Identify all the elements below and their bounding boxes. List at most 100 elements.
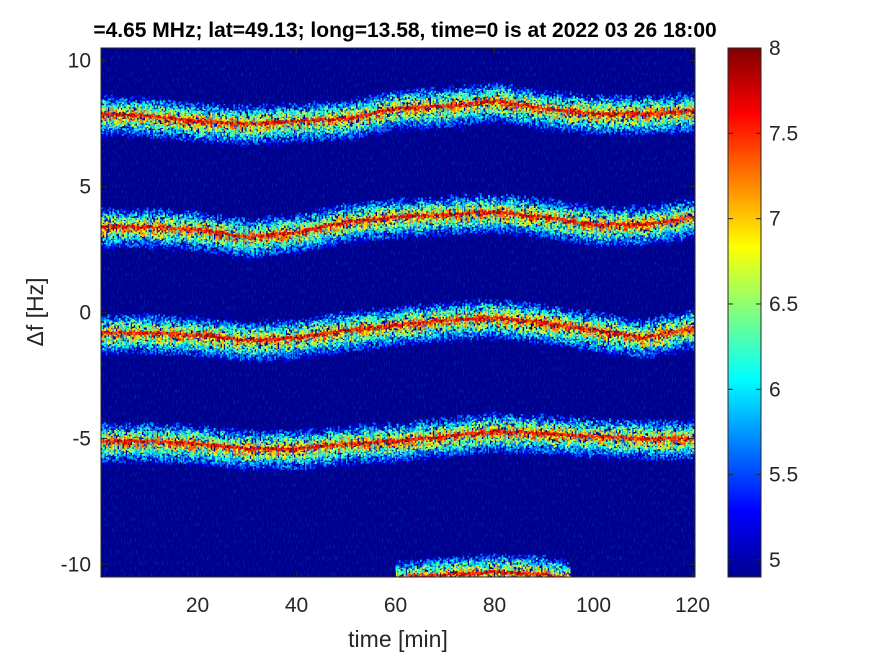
heat-cell — [158, 108, 160, 110]
heat-cell — [165, 139, 167, 141]
heat-cell — [184, 128, 186, 130]
heat-cell — [150, 107, 152, 109]
heat-cell — [181, 114, 183, 116]
heat-cell — [137, 134, 139, 136]
heat-cell — [171, 130, 173, 132]
heat-cell — [121, 104, 123, 106]
heat-cell — [201, 125, 203, 127]
heat-cell — [204, 110, 206, 112]
heat-cell — [104, 102, 106, 104]
heat-cell — [202, 137, 204, 139]
heat-cell — [109, 107, 110, 126]
heat-cell — [135, 121, 137, 123]
heat-cell — [168, 139, 170, 141]
heat-cell — [121, 122, 123, 124]
heat-cell — [160, 100, 162, 102]
heat-cell — [116, 96, 118, 98]
heat-cell — [132, 137, 134, 139]
heat-cell — [199, 110, 201, 112]
heat-cell — [140, 134, 142, 136]
heat-cell — [199, 140, 201, 142]
heat-cell — [188, 105, 190, 107]
heat-cell — [117, 104, 118, 132]
heat-cell — [137, 113, 139, 116]
heat-cell — [148, 103, 150, 105]
heat-cell — [147, 106, 149, 108]
heat-cell — [189, 117, 191, 119]
heat-cell — [183, 128, 185, 130]
heat-cell — [111, 134, 113, 136]
heat-cell — [170, 133, 172, 135]
heat-cell — [140, 109, 142, 111]
heat-cell — [186, 122, 188, 124]
heatmap-layer — [101, 48, 695, 604]
heat-cell — [148, 132, 150, 134]
heat-cell — [160, 129, 162, 131]
heat-cell — [116, 107, 118, 109]
heat-cell — [178, 132, 180, 134]
heat-cell — [152, 137, 154, 139]
heat-cell — [122, 119, 124, 121]
heat-cell — [116, 116, 118, 118]
heat-cell — [204, 117, 206, 119]
heat-cell — [119, 106, 121, 108]
heat-cell — [161, 136, 163, 138]
heat-cell — [189, 103, 191, 105]
heat-cell — [103, 113, 105, 116]
heat-cell — [188, 128, 190, 130]
heat-cell — [129, 129, 131, 131]
heat-cell — [194, 130, 196, 132]
heat-cell — [124, 99, 126, 101]
heat-cell — [184, 113, 186, 115]
heat-cell — [184, 116, 186, 118]
heat-cell — [188, 112, 190, 114]
heat-cell — [202, 131, 204, 133]
heat-cell — [129, 122, 131, 124]
heat-cell — [181, 139, 183, 141]
heat-cell — [122, 97, 124, 99]
heat-cell — [140, 104, 142, 106]
heat-cell — [186, 128, 188, 130]
heat-cell — [137, 116, 139, 118]
heat-cell — [114, 108, 116, 110]
heat-cell — [171, 113, 173, 115]
heat-cell — [142, 102, 143, 137]
heat-cell — [171, 137, 173, 139]
heat-cell — [158, 110, 160, 112]
heat-cell — [108, 103, 110, 105]
heat-cell — [121, 98, 123, 100]
heat-cell — [202, 139, 204, 141]
heat-cell — [197, 123, 199, 125]
heat-cell — [197, 126, 199, 128]
heat-cell — [168, 130, 170, 132]
heat-cell — [119, 132, 121, 134]
heat-cell — [193, 125, 195, 127]
heat-cell — [168, 126, 170, 128]
heat-cell — [201, 105, 203, 107]
heat-cell — [175, 115, 177, 117]
heat-cell — [178, 110, 180, 112]
heat-cell — [152, 100, 154, 102]
heat-cell — [170, 104, 172, 106]
heat-cell — [165, 134, 167, 136]
heat-cell — [137, 103, 139, 105]
heat-cell — [129, 133, 131, 135]
heat-cell — [183, 141, 185, 143]
heat-cell — [147, 133, 149, 135]
heat-cell — [181, 134, 183, 136]
heat-cell — [137, 97, 139, 99]
heat-cell — [186, 113, 188, 115]
heat-cell — [189, 130, 191, 132]
heat-cell — [171, 133, 173, 135]
heat-cell — [163, 102, 165, 104]
heat-cell — [186, 119, 188, 122]
heat-cell — [158, 106, 160, 108]
heat-cell — [188, 100, 190, 102]
heat-cell — [168, 110, 170, 112]
heat-cell — [157, 102, 158, 139]
heat-cell — [175, 140, 177, 142]
heat-cell — [160, 132, 162, 134]
heat-cell — [197, 113, 199, 115]
heat-cell — [183, 106, 185, 108]
heat-cell — [129, 101, 131, 103]
